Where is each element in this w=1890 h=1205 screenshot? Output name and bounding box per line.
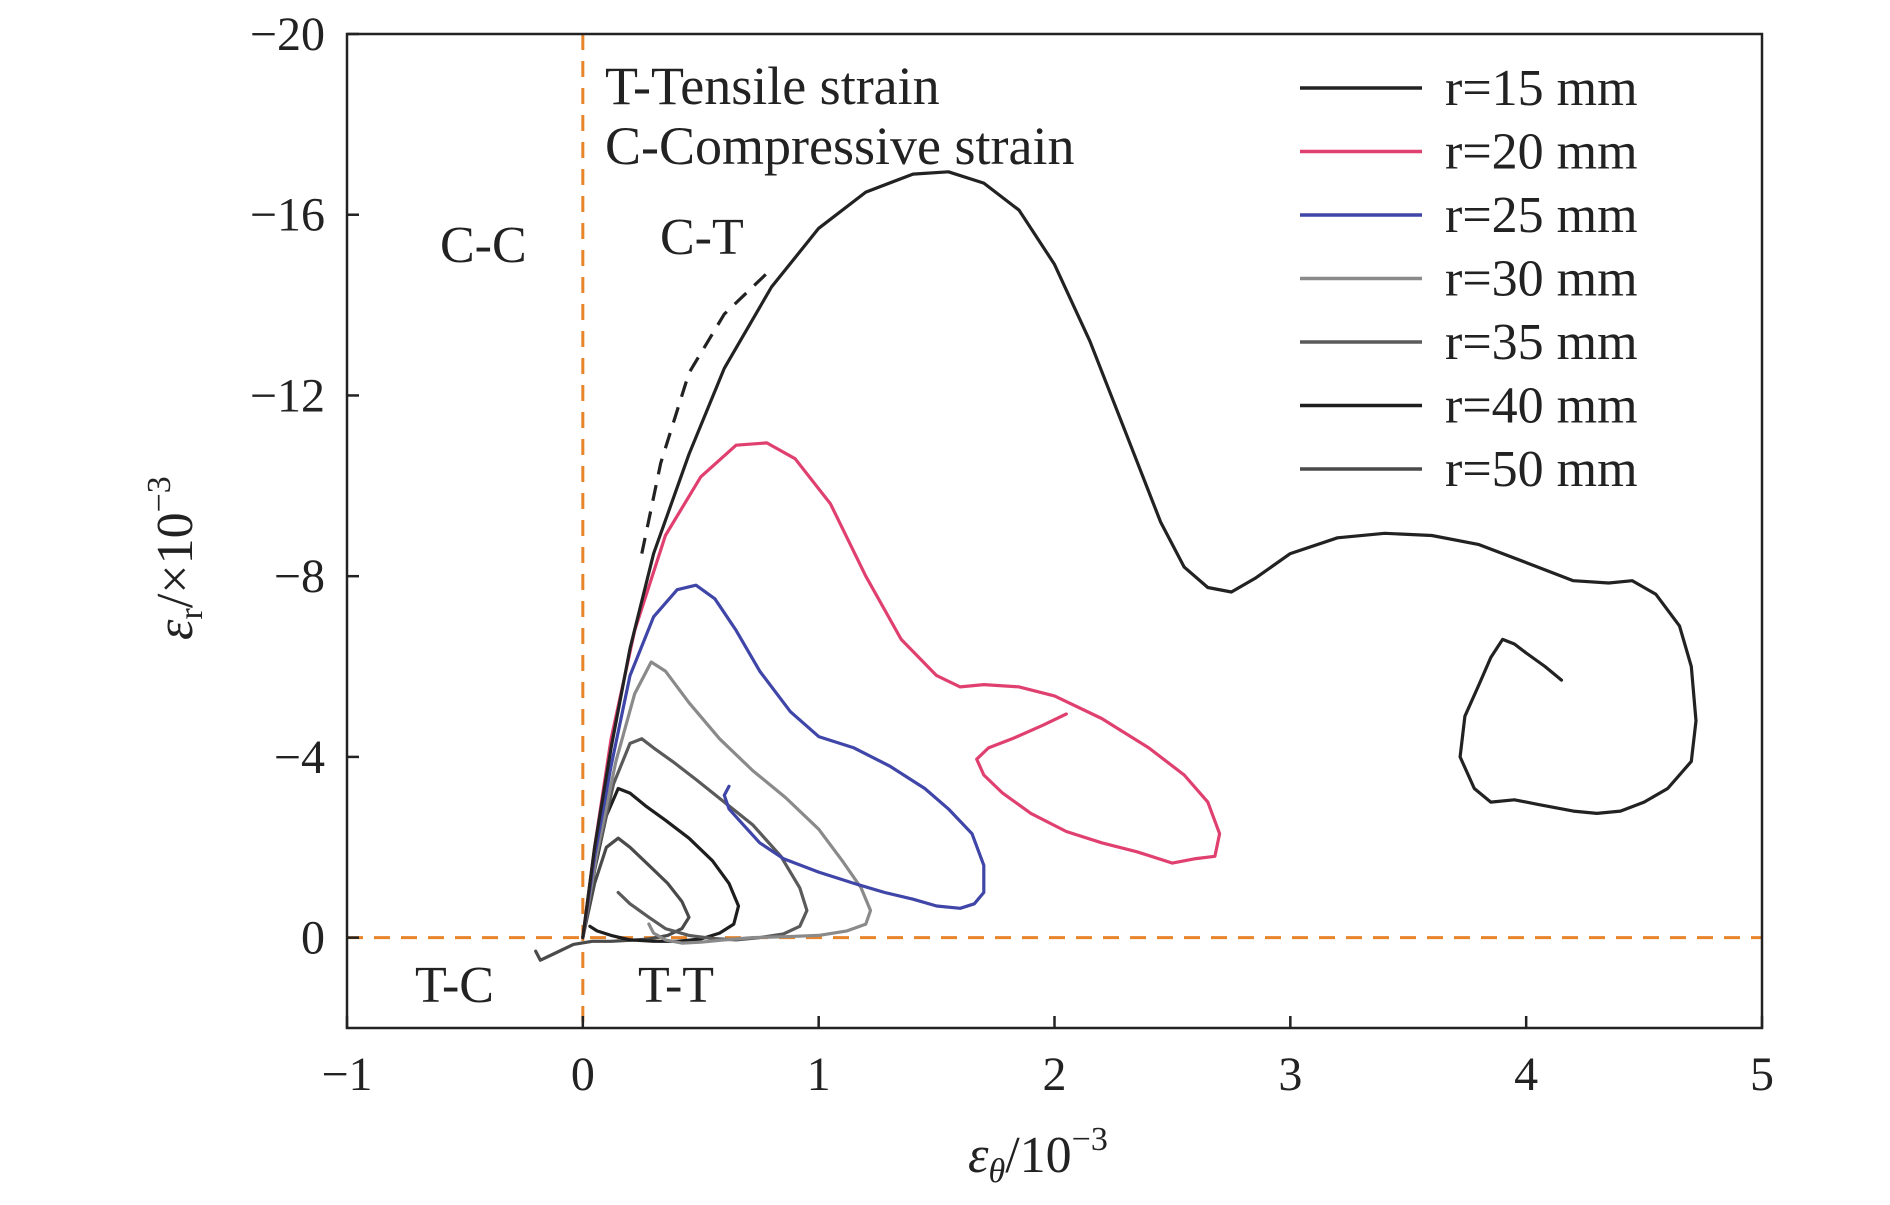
series-line-r-50-mm: [534, 836, 691, 962]
x-tick-label: 4: [1514, 1048, 1538, 1101]
series-line-r-40-mm: [581, 786, 741, 943]
series-line-r-20-mm: [581, 441, 1222, 940]
annotation-compressive: C-Compressive strain: [605, 116, 1074, 176]
quadrant-label-ct: C-T: [660, 209, 744, 266]
y-tick-label: 0: [301, 912, 325, 965]
y-tick-label: −20: [250, 8, 325, 61]
legend-label: r=40 mm: [1445, 378, 1638, 435]
legend-label: r=20 mm: [1445, 124, 1638, 181]
x-tick-label: 2: [1043, 1048, 1067, 1101]
series-layer: [534, 170, 1698, 962]
y-tick-label: −4: [274, 731, 325, 784]
x-tick-label: −1: [321, 1048, 372, 1101]
legend: r=15 mm r=20 mm r=25 mm r=30 mm r=35 mm r=40 …: [1300, 60, 1638, 498]
x-axis-title: εθ/10−3: [968, 1121, 1108, 1190]
annotation-tensile: T-Tensile strain: [605, 56, 940, 116]
legend-label: r=30 mm: [1445, 251, 1638, 308]
legend-label: r=15 mm: [1445, 60, 1638, 117]
y-tick-label: −16: [250, 189, 325, 242]
boundary-curve-layer: [640, 267, 773, 554]
boundary-dashed-curve: [640, 267, 773, 554]
quadrant-label-cc: C-C: [440, 217, 527, 274]
x-tick-label: 5: [1750, 1048, 1774, 1101]
y-tick-label: −12: [250, 369, 325, 422]
axis-ticks: −1 0 1 2 3 4 5 −20 −16 −12 −8 −4 0: [250, 8, 1774, 1101]
series-line-r-25-mm: [581, 583, 986, 940]
x-tick-label: 1: [807, 1048, 831, 1101]
x-tick-label: 3: [1278, 1048, 1302, 1101]
plot-background: [347, 34, 1762, 1028]
y-tick-label: −8: [274, 550, 325, 603]
series-line-r-30-mm: [581, 660, 873, 945]
legend-label: r=35 mm: [1445, 314, 1638, 371]
x-tick-label: 0: [571, 1048, 595, 1101]
plot-area: [347, 34, 1762, 1028]
series-line-r-35-mm: [581, 737, 809, 942]
series-line-r-15-mm: [581, 170, 1698, 940]
legend-label: r=50 mm: [1445, 441, 1638, 498]
quadrant-label-tc: T-C: [415, 957, 494, 1014]
y-axis-title: εr/×10−3: [141, 476, 210, 640]
quadrant-label-tt: T-T: [638, 957, 714, 1014]
legend-label: r=25 mm: [1445, 187, 1638, 244]
zero-reference-lines: [347, 34, 1762, 1028]
